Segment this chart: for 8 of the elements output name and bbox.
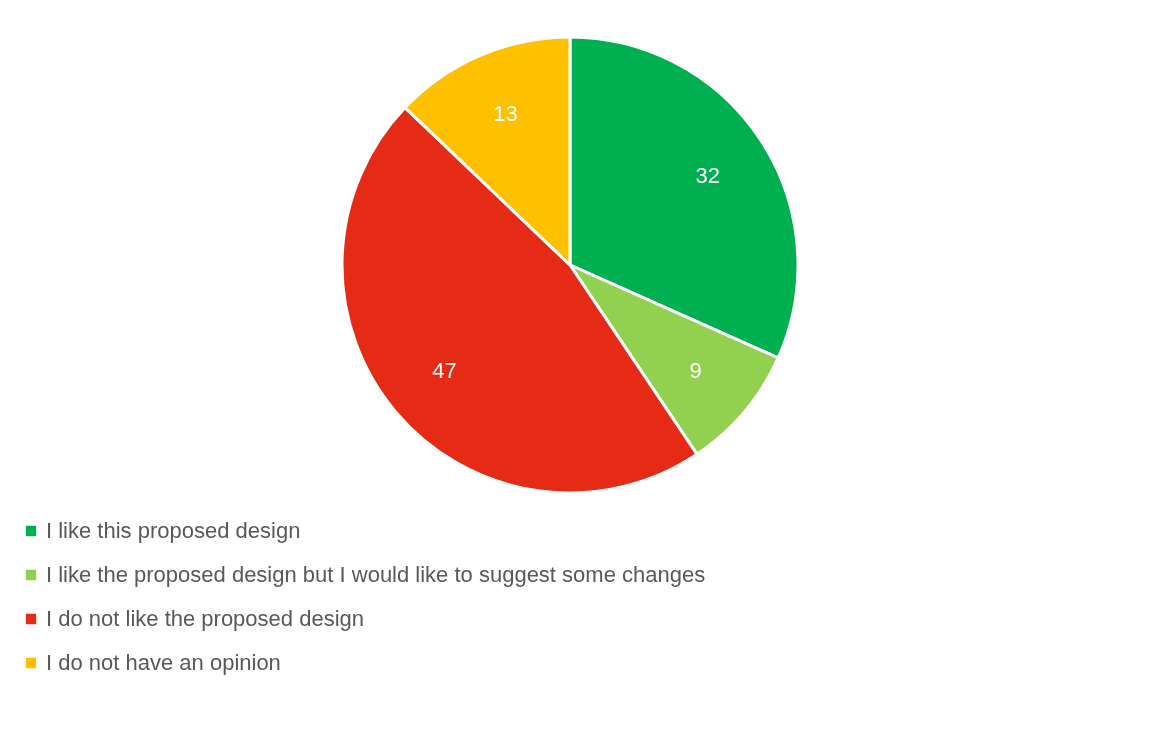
legend-label: I like this proposed design (46, 518, 301, 543)
data-label: 9 (689, 357, 702, 383)
legend-label: I do not have an opinion (46, 650, 281, 675)
legend-label: I do not like the proposed design (46, 606, 365, 631)
data-label: 13 (493, 101, 518, 127)
legend-label: I like the proposed design but I would like to suggest some changes (46, 562, 706, 587)
data-label: 32 (695, 162, 720, 188)
data-label: 47 (432, 357, 457, 383)
